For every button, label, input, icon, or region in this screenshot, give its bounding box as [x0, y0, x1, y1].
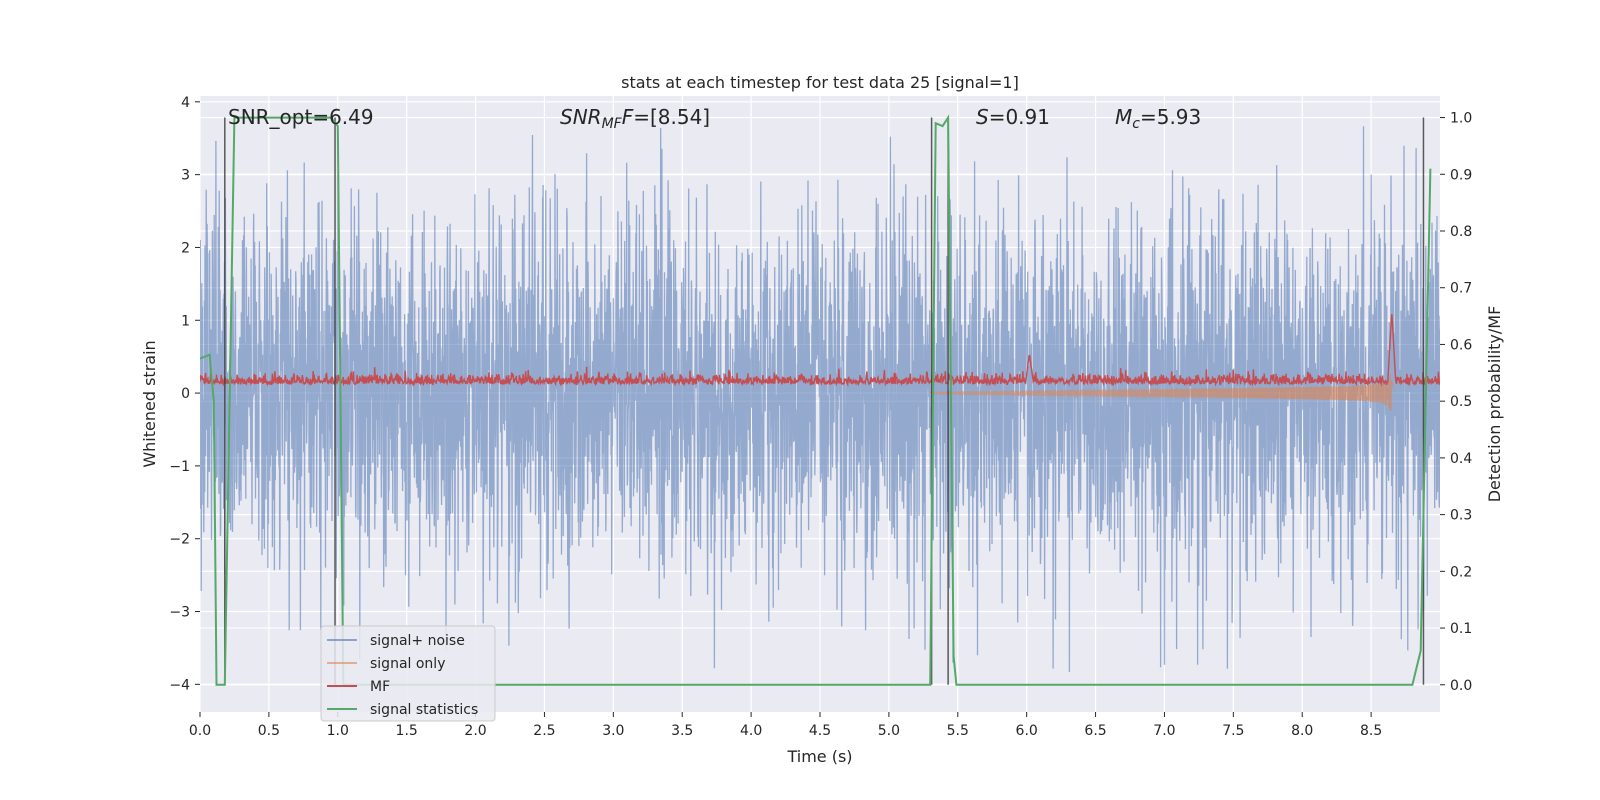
- annotation-snr-mf: SNRMFF=[8.54]: [560, 105, 710, 132]
- x-tick-label: 8.0: [1291, 723, 1313, 739]
- annotation-mc-value: =5.93: [1140, 105, 1201, 129]
- annotation-s-main: S: [976, 105, 989, 129]
- x-tick-label: 2.5: [533, 723, 555, 739]
- x-tick-label: 2.0: [464, 723, 486, 739]
- x-axis-label: Time (s): [786, 747, 852, 766]
- annotation-snr-mf-value: =[8.54]: [633, 105, 710, 129]
- x-tick-label: 4.5: [809, 723, 831, 739]
- x-tick-label: 6.0: [1016, 723, 1038, 739]
- x-tick-label: 0.0: [189, 723, 211, 739]
- series-mf: [200, 314, 1440, 387]
- x-tick-label: 0.5: [258, 723, 280, 739]
- y-right-tick-label: 0.8: [1450, 224, 1472, 240]
- annotation-snr-mf-main: SNR: [560, 105, 602, 129]
- x-tick-label: 7.0: [1153, 723, 1175, 739]
- y-left-tick-label: 4: [181, 95, 190, 111]
- x-tick-label: 1.0: [327, 723, 349, 739]
- legend-label-signal-statistics: signal statistics: [370, 702, 478, 718]
- chart-title: stats at each timestep for test data 25 …: [621, 73, 1019, 92]
- y-left-tick-label: 0: [181, 386, 190, 402]
- annotation-s: S=0.91: [976, 105, 1050, 129]
- y-left-tick-label: −4: [169, 677, 190, 693]
- data-layer: [200, 114, 1440, 686]
- annotation-snr-opt: SNR_opt=6.49: [228, 105, 374, 129]
- x-tick-label: 3.5: [671, 723, 693, 739]
- series-signal-only: [929, 373, 1396, 412]
- x-tick-label: 8.5: [1360, 723, 1382, 739]
- legend-label-mf: MF: [370, 679, 390, 695]
- y-right-tick-label: 0.7: [1450, 281, 1472, 297]
- y-left-tick-label: 1: [181, 313, 190, 329]
- y-axis-label-right: Detection probability/MF: [1485, 306, 1504, 503]
- annotation-mc-sub: c: [1132, 116, 1140, 132]
- y-right-tick-label: 0.0: [1450, 678, 1472, 694]
- x-tick-label: 3.0: [602, 723, 624, 739]
- annotation-mc-main: M: [1115, 105, 1132, 129]
- x-tick-label: 6.5: [1084, 723, 1106, 739]
- annotation-mc: Mc=5.93: [1115, 105, 1201, 132]
- legend-label-signal-only: signal only: [370, 656, 445, 672]
- y-right-tick-label: 0.1: [1450, 621, 1472, 637]
- legend-box: [320, 625, 496, 722]
- x-tick-label: 5.5: [947, 723, 969, 739]
- y-right-tick-label: 0.9: [1450, 167, 1472, 183]
- ticks: 0.0 0.5 1.0 1.5 2.0 2.5 3.0 3.5 4.0 4.5 5.0 5.5 6.0 6…: [169, 95, 1472, 739]
- legend-label-signal-noise: signal+ noise: [370, 633, 465, 649]
- y-left-tick-label: −3: [169, 605, 190, 621]
- y-axis-label-left: Whitened strain: [140, 340, 159, 467]
- y-left-tick-label: −1: [169, 459, 190, 475]
- y-left-tick-label: 2: [181, 240, 190, 256]
- y-left-tick-label: 3: [181, 168, 190, 184]
- y-right-tick-label: 0.3: [1450, 508, 1472, 524]
- y-right-tick-label: 0.6: [1450, 337, 1472, 353]
- annotation-s-value: =0.91: [989, 105, 1050, 129]
- y-right-tick-label: 0.4: [1450, 451, 1472, 467]
- x-tick-label: 1.5: [396, 723, 418, 739]
- legend: signal+ noise signal only MF signal stat…: [320, 625, 496, 722]
- annotation-snr-mf-sub: MF: [602, 116, 623, 132]
- y-left-tick-label: −2: [169, 532, 190, 548]
- y-right-tick-label: 0.5: [1450, 394, 1472, 410]
- x-tick-label: 5.0: [878, 723, 900, 739]
- series-signal-plus-noise: [200, 126, 1440, 673]
- y-right-tick-label: 0.2: [1450, 564, 1472, 580]
- x-tick-label: 7.5: [1222, 723, 1244, 739]
- x-tick-label: 4.0: [740, 723, 762, 739]
- series-signal-statistics: [200, 114, 1432, 686]
- y-right-tick-label: 1.0: [1450, 111, 1472, 127]
